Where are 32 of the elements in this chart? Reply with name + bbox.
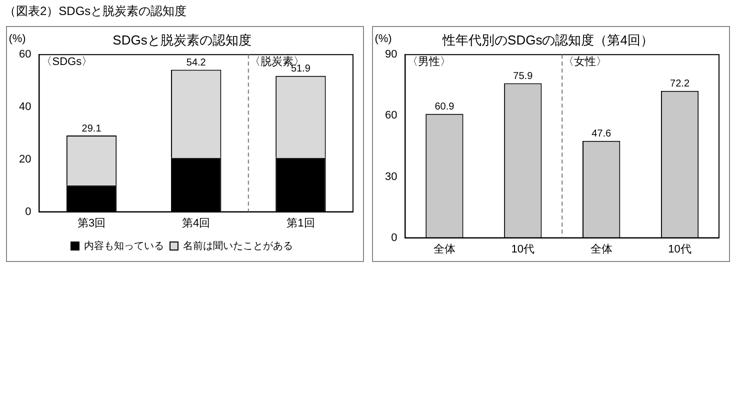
chart-title: SDGsと脱炭素の認知度 xyxy=(112,32,252,48)
x-tick-label: 10代 xyxy=(511,243,535,256)
y-tick-label: 60 xyxy=(384,110,398,122)
text: （図表2）SDGsと脱炭素の認知度 xyxy=(4,3,187,20)
x-tick-label: 全体 xyxy=(433,243,456,256)
y-tick-label: 20 xyxy=(18,153,32,166)
legend-label: 内容も知っている xyxy=(84,240,164,252)
x-tick-label: 第1回 xyxy=(286,217,315,230)
annotation: 〈男性〉 xyxy=(407,56,452,68)
y-tick-label: 0 xyxy=(391,232,398,244)
total-label: 29.1 xyxy=(82,123,102,134)
y-axis-title: (%) xyxy=(374,33,392,46)
data-label: 75.9 xyxy=(513,71,534,82)
data-label: 47.6 xyxy=(592,128,612,140)
x-tick-label: 第4回 xyxy=(182,217,210,230)
y-tick-label: 60 xyxy=(18,48,32,61)
y-axis-title: (%) xyxy=(8,33,26,46)
x-tick-label: 全体 xyxy=(590,243,612,256)
y-tick-label: 0 xyxy=(25,206,32,218)
total-label: 54.2 xyxy=(186,58,206,69)
data-label: 72.2 xyxy=(670,78,690,90)
y-tick-label: 40 xyxy=(18,101,32,114)
y-tick-label: 30 xyxy=(384,170,398,183)
x-tick-label: 第3回 xyxy=(77,217,106,230)
total-label: 51.9 xyxy=(290,64,311,75)
annotation: 〈女性〉 xyxy=(563,56,608,68)
annotation: 〈SDGs〉 xyxy=(41,56,93,68)
y-tick-label: 90 xyxy=(384,48,398,61)
x-tick-label: 10代 xyxy=(668,243,692,256)
data-label: 60.9 xyxy=(434,102,455,113)
legend-label: 名前は聞いたことがある xyxy=(183,240,293,252)
chart-title: 性年代別のSDGsの認知度（第4回） xyxy=(442,32,654,48)
